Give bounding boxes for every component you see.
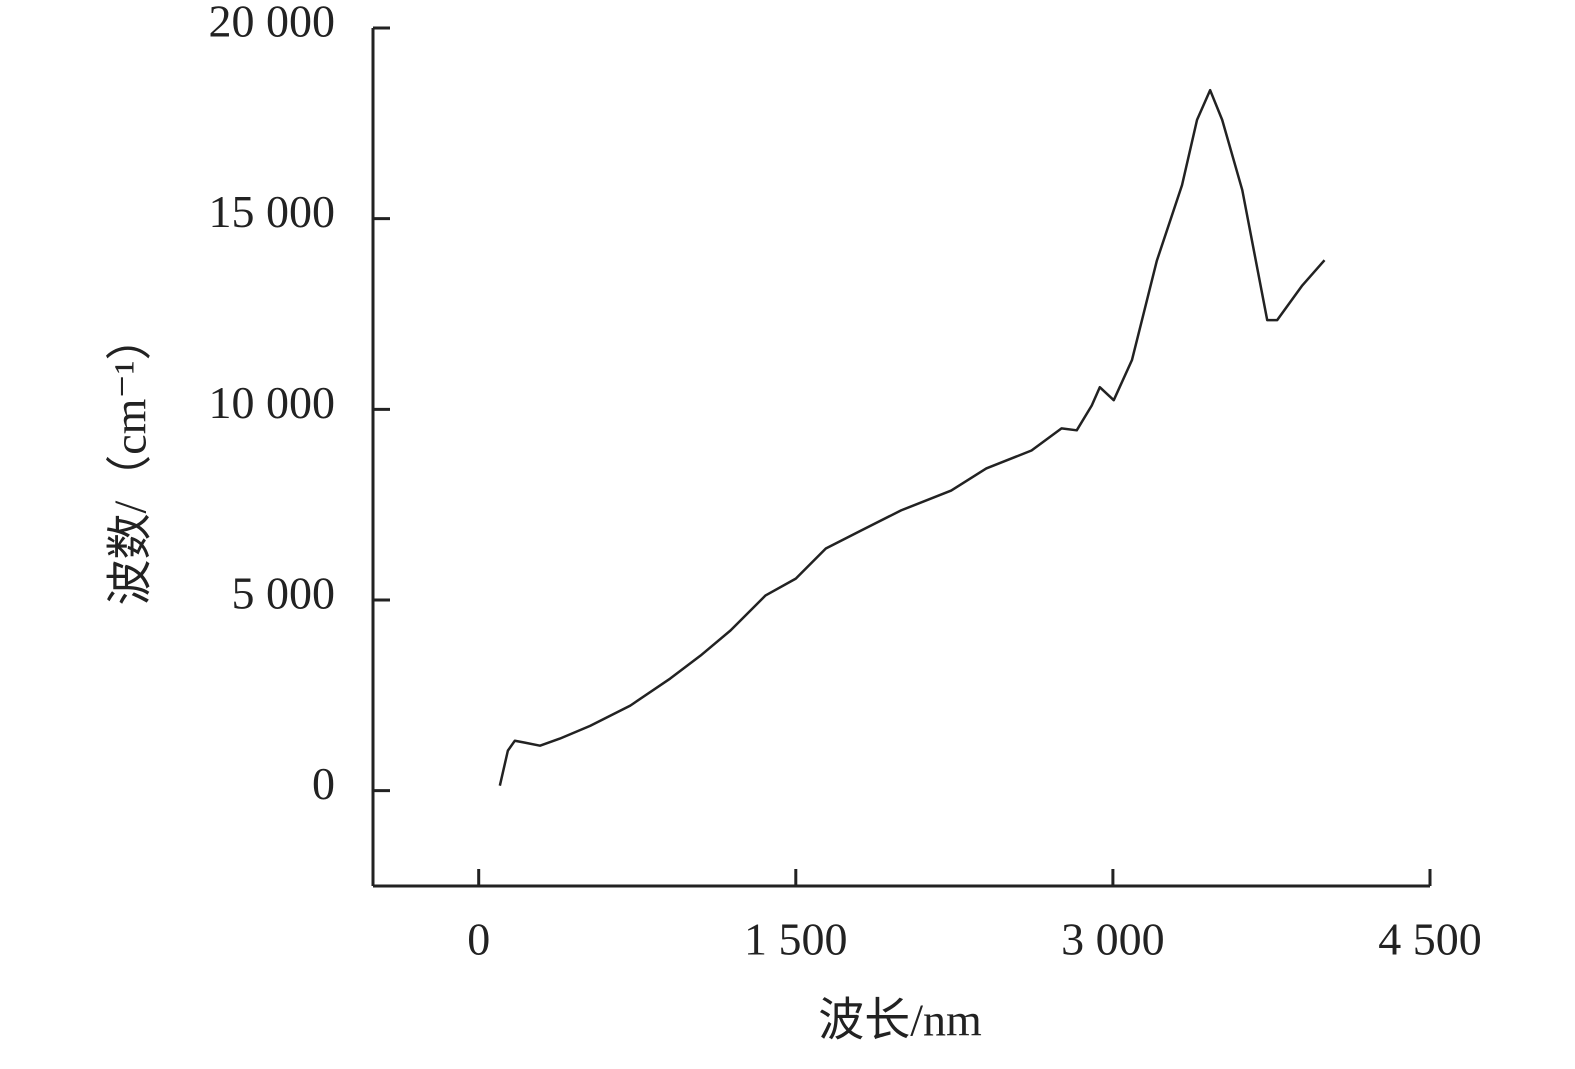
data-line (498, 88, 1326, 786)
x-tick-label: 3 000 (1061, 914, 1165, 965)
x-tick-label: 1 500 (744, 914, 848, 965)
y-tick-label: 0 (312, 758, 335, 809)
x-axis-label: 波长/nm (818, 995, 982, 1046)
x-tick-label: 4 500 (1378, 914, 1482, 965)
y-tick-label: 5 000 (232, 568, 336, 619)
x-tick-label: 0 (467, 914, 490, 965)
y-axis-label: 波数/（cm⁻¹） (105, 314, 156, 605)
y-tick-label: 20 000 (209, 0, 336, 47)
y-tick-label: 10 000 (209, 377, 336, 428)
y-tick-label: 15 000 (209, 186, 336, 237)
